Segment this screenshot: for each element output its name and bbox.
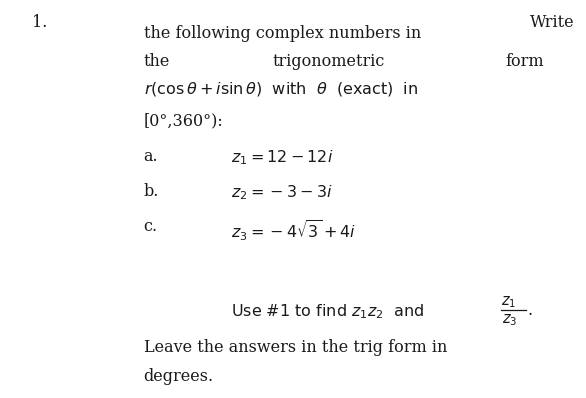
Text: Leave the answers in the trig form in: Leave the answers in the trig form in [144, 339, 447, 356]
Text: degrees.: degrees. [144, 368, 214, 385]
Text: .: . [527, 302, 533, 320]
Text: $z_2=-3-3i$: $z_2=-3-3i$ [231, 183, 333, 202]
Text: Write: Write [530, 14, 574, 31]
Text: the: the [144, 53, 170, 70]
Text: [0°,360°):: [0°,360°): [144, 112, 223, 129]
Text: Use #1 to find $z_1z_2$  and: Use #1 to find $z_1z_2$ and [231, 302, 424, 321]
Text: c.: c. [144, 218, 158, 235]
Text: $z_1=12-12i$: $z_1=12-12i$ [231, 148, 334, 167]
Text: form: form [505, 53, 544, 70]
Text: b.: b. [144, 183, 159, 200]
Text: $z_3=-4\sqrt{3}+4i$: $z_3=-4\sqrt{3}+4i$ [231, 218, 357, 243]
Text: $z_1$: $z_1$ [501, 295, 516, 310]
Text: the following complex numbers in: the following complex numbers in [144, 25, 421, 42]
Text: trigonometric: trigonometric [272, 53, 385, 70]
Text: $z_3$: $z_3$ [502, 312, 517, 328]
Text: $r(\cos\theta+i\sin\theta)$  with  $\theta$  (exact)  in: $r(\cos\theta+i\sin\theta)$ with $\theta… [144, 80, 418, 98]
Text: a.: a. [144, 148, 158, 165]
Text: 1.: 1. [32, 14, 47, 31]
